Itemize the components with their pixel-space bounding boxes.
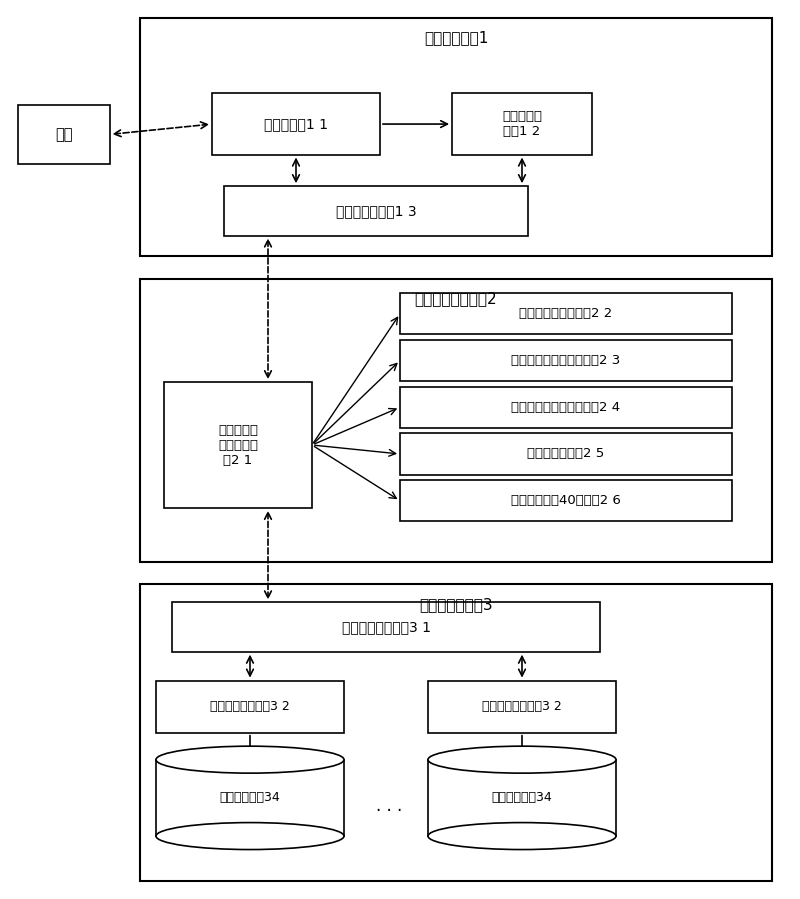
Text: 集群访问控制40子模兦2 6: 集群访问控制40子模兦2 6 <box>511 494 621 507</box>
Text: . . .: . . . <box>377 797 402 815</box>
Bar <box>172 602 600 652</box>
Text: 用户: 用户 <box>55 127 72 142</box>
Bar <box>140 584 772 881</box>
Ellipse shape <box>428 746 616 773</box>
Bar <box>224 186 528 236</box>
Bar <box>400 293 732 334</box>
Text: 任务队列子
模兦1 2: 任务队列子 模兦1 2 <box>502 110 542 138</box>
Text: 共享存储配置子模兦2 2: 共享存储配置子模兦2 2 <box>519 307 613 320</box>
Text: 交互子模兦1 1: 交互子模兦1 1 <box>264 117 328 131</box>
Text: 任务调度子模兦1 3: 任务调度子模兦1 3 <box>336 204 416 218</box>
Bar <box>400 387 732 428</box>
Bar <box>156 681 344 733</box>
Text: 虚拟机管理模兦3: 虚拟机管理模兦3 <box>419 597 493 612</box>
Text: 批处理调度器配置子模兦2 4: 批处理调度器配置子模兦2 4 <box>511 401 621 414</box>
Text: 虚拟机模板匳34: 虚拟机模板匳34 <box>492 791 552 805</box>
Bar <box>428 681 616 733</box>
Ellipse shape <box>428 823 616 850</box>
Bar <box>18 105 110 164</box>
Text: 虚拟集群部署模兦2: 虚拟集群部署模兦2 <box>414 291 498 307</box>
Bar <box>140 18 772 256</box>
Bar <box>452 93 592 155</box>
Text: 虚拟机调度子模兦3 1: 虚拟机调度子模兦3 1 <box>342 620 430 634</box>
Bar <box>400 433 732 475</box>
Text: 并行计算通信库配置模兦2 3: 并行计算通信库配置模兦2 3 <box>511 354 621 367</box>
Text: 虚拟机模板匳34: 虚拟机模板匳34 <box>220 791 280 805</box>
Bar <box>212 93 380 155</box>
Text: 虚拟机创建子模兦3 2: 虚拟机创建子模兦3 2 <box>482 700 562 713</box>
Bar <box>140 279 772 562</box>
Bar <box>428 760 616 836</box>
Bar <box>156 760 344 836</box>
Ellipse shape <box>156 746 344 773</box>
Bar <box>400 480 732 521</box>
Text: 任务管理模內1: 任务管理模內1 <box>424 31 488 46</box>
Ellipse shape <box>156 823 344 850</box>
Bar <box>164 382 312 508</box>
Text: 互通配置子模兦2 5: 互通配置子模兦2 5 <box>527 448 605 460</box>
Text: 虚拟机创建子模兦3 2: 虚拟机创建子模兦3 2 <box>210 700 290 713</box>
Text: 虚拟集群部
署调度子模
兦2 1: 虚拟集群部 署调度子模 兦2 1 <box>218 423 258 467</box>
Bar <box>400 340 732 381</box>
